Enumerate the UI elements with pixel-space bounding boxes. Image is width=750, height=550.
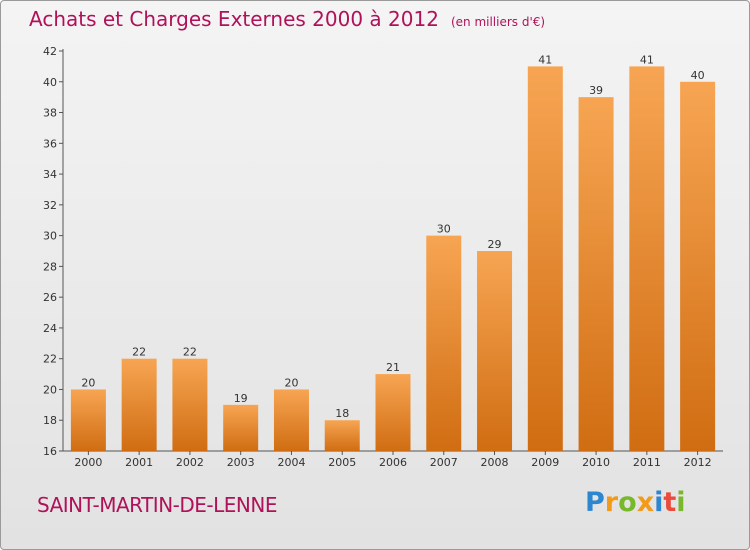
chart-unit: (en milliers d'€) (450, 15, 546, 29)
bar (375, 374, 411, 451)
x-tick-label: 2003 (227, 456, 255, 469)
bar (477, 251, 513, 451)
y-tick-label: 26 (43, 291, 57, 304)
bar (527, 66, 563, 451)
bar (324, 420, 360, 451)
bar-value-label: 22 (132, 346, 146, 359)
bar (426, 235, 462, 451)
y-tick-label: 28 (43, 260, 57, 273)
logo-letter: t (663, 487, 677, 518)
logo-letter: r (604, 487, 619, 518)
logo-letter: i (654, 487, 664, 518)
bar (680, 81, 716, 452)
x-tick-label: 2004 (277, 456, 305, 469)
x-tick-label: 2002 (176, 456, 204, 469)
bar-value-label: 41 (640, 53, 654, 66)
x-tick-label: 2011 (633, 456, 661, 469)
bar-value-label: 41 (538, 53, 552, 66)
bar-value-label: 39 (589, 84, 603, 97)
y-tick-label: 22 (43, 353, 57, 366)
bar-value-label: 20 (81, 376, 95, 389)
bar-value-label: 19 (234, 392, 248, 405)
bar (578, 97, 614, 452)
bar (273, 389, 309, 451)
x-tick-label: 2006 (379, 456, 407, 469)
bar-value-label: 22 (183, 346, 197, 359)
logo-letter: o (618, 487, 637, 518)
bar-value-label: 29 (488, 238, 502, 251)
y-tick-label: 42 (43, 45, 57, 58)
x-tick-label: 2009 (531, 456, 559, 469)
bar (629, 66, 665, 451)
bar (172, 358, 208, 451)
logo-letter: x (636, 487, 655, 518)
bar-value-label: 21 (386, 361, 400, 374)
y-tick-label: 36 (43, 137, 57, 150)
chart-title-text: Achats et Charges Externes 2000 à 2012 (29, 7, 439, 31)
y-tick-label: 38 (43, 107, 57, 120)
proxiti-logo: Proxiti (585, 487, 686, 518)
y-tick-label: 20 (43, 383, 57, 396)
x-tick-label: 2005 (328, 456, 356, 469)
chart-title: Achats et Charges Externes 2000 à 2012 (e… (29, 7, 545, 31)
bar-value-label: 20 (284, 376, 298, 389)
logo-letter: P (585, 487, 605, 518)
x-tick-label: 2007 (430, 456, 458, 469)
x-tick-label: 2001 (125, 456, 153, 469)
y-tick-label: 40 (43, 76, 57, 89)
y-tick-label: 18 (43, 414, 57, 427)
bar-value-label: 40 (691, 69, 705, 82)
bar-value-label: 30 (437, 223, 451, 236)
x-tick-label: 2008 (481, 456, 509, 469)
x-tick-label: 2000 (74, 456, 102, 469)
y-tick-label: 24 (43, 322, 57, 335)
bar (121, 358, 157, 451)
logo-letter: i (676, 487, 686, 518)
y-tick-label: 34 (43, 168, 57, 181)
commune-name: SAINT-MARTIN-DE-LENNE (37, 493, 277, 517)
bar (70, 389, 106, 451)
y-tick-label: 16 (43, 445, 57, 458)
y-tick-label: 30 (43, 230, 57, 243)
bar (223, 404, 259, 451)
x-tick-label: 2012 (684, 456, 712, 469)
y-tick-label: 32 (43, 199, 57, 212)
bar-value-label: 18 (335, 407, 349, 420)
x-tick-label: 2010 (582, 456, 610, 469)
